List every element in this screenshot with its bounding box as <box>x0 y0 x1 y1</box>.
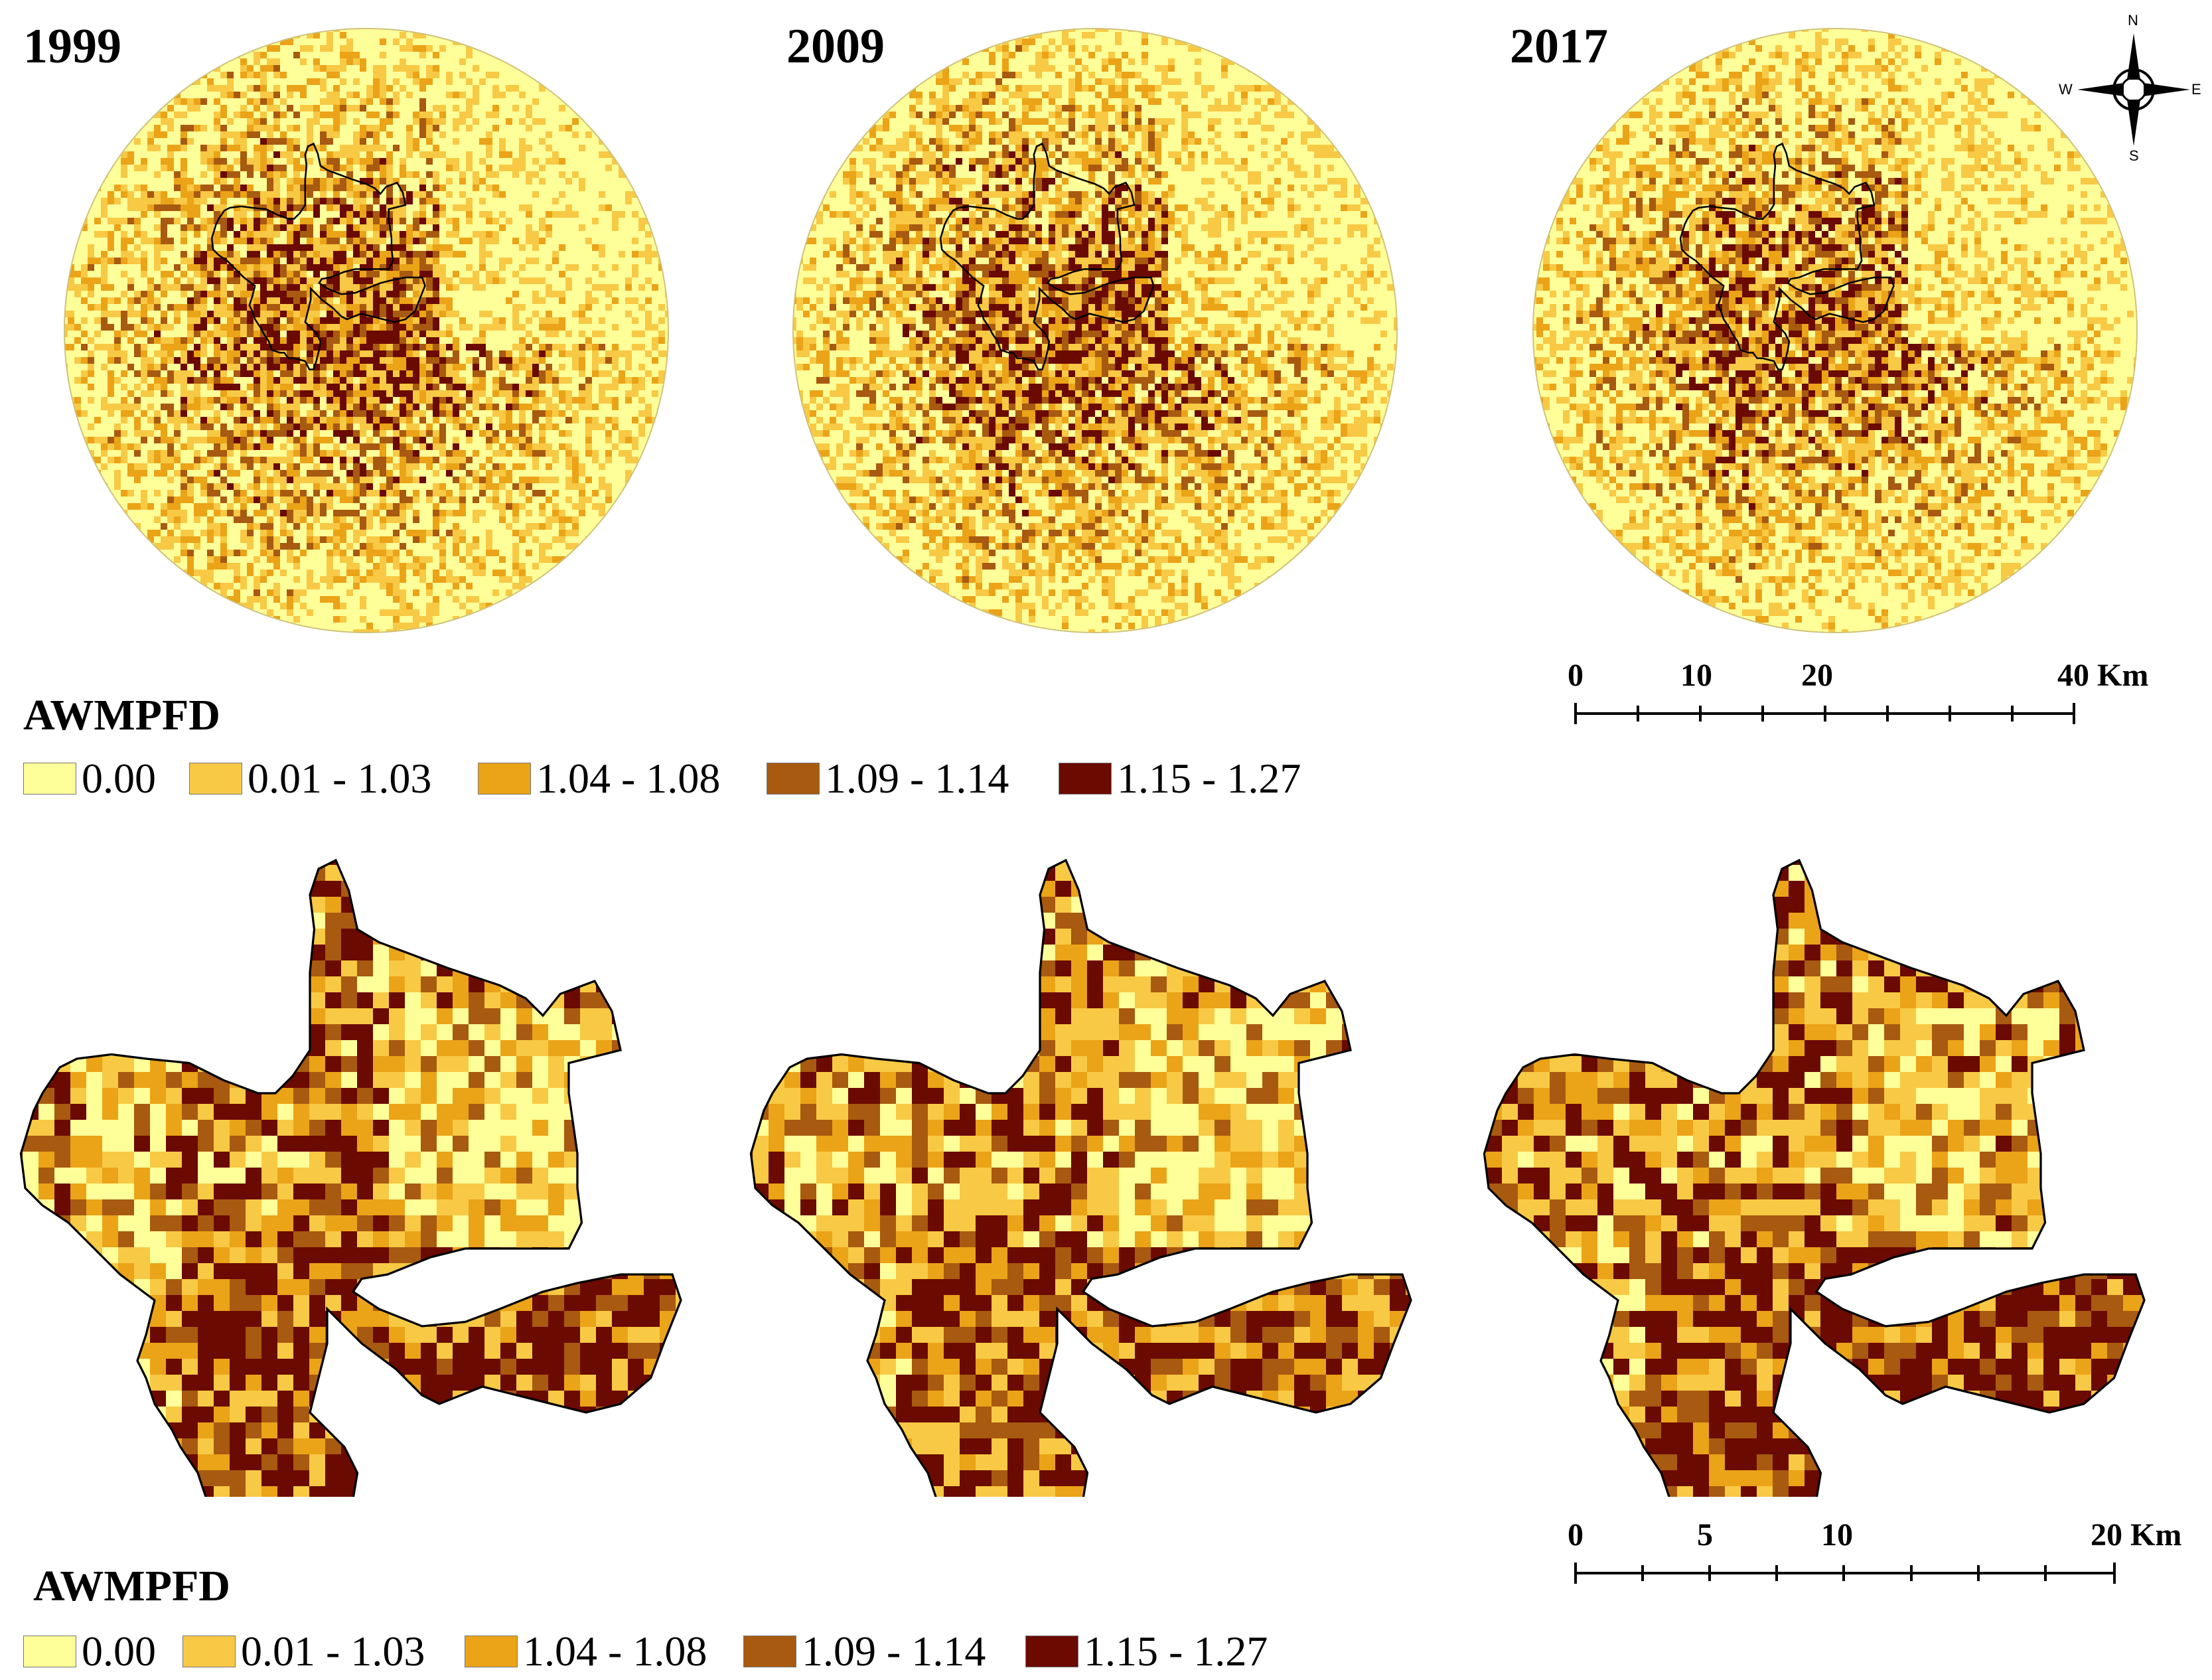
legend-bottom-item-2: 1.04 - 1.08 <box>465 1627 707 1676</box>
legend-top-title: AWMPFD <box>23 690 220 741</box>
legend-swatch <box>23 763 76 795</box>
legend-swatch <box>478 763 531 795</box>
legend-label: 0.01 - 1.03 <box>248 754 431 803</box>
scale-bottom-label-20: 20 Km <box>2091 1517 2181 1553</box>
legend-bottom-title: AWMPFD <box>33 1561 230 1612</box>
legend-swatch <box>183 1636 236 1667</box>
scale-top-label-20: 20 <box>1801 657 1833 694</box>
legend-top-item-0: 0.00 <box>23 754 156 803</box>
year-label-2009: 2009 <box>786 19 885 75</box>
legend-label: 1.15 - 1.27 <box>1117 754 1301 803</box>
compass-n-label: N <box>2128 12 2138 29</box>
legend-top: 0.00 0.01 - 1.03 1.04 - 1.08 1.09 - 1.14… <box>23 754 1351 803</box>
legend-bottom-item-4: 1.15 - 1.27 <box>1025 1627 1268 1676</box>
legend-top-item-3: 1.09 - 1.14 <box>767 754 1009 803</box>
compass-s-label: S <box>2129 147 2139 165</box>
legend-label: 0.00 <box>82 754 156 803</box>
legend-bottom-item-1: 0.01 - 1.03 <box>183 1627 425 1676</box>
legend-swatch <box>1059 763 1112 795</box>
year-label-1999: 1999 <box>23 19 121 75</box>
legend-label: 0.00 <box>82 1627 156 1676</box>
legend-label: 1.09 - 1.14 <box>802 1627 986 1676</box>
circular-map-1999 <box>64 28 669 633</box>
year-label-2017: 2017 <box>1510 19 1608 75</box>
legend-top-item-1: 0.01 - 1.03 <box>189 754 431 803</box>
compass-e-label: E <box>2191 81 2201 98</box>
circular-map-2009 <box>792 28 1398 633</box>
scale-top-label-0: 0 <box>1568 657 1584 694</box>
legend-swatch <box>1025 1636 1078 1667</box>
district-map-2009 <box>749 858 1412 1497</box>
scale-bottom-label-5: 5 <box>1697 1517 1713 1553</box>
legend-swatch <box>767 763 820 795</box>
legend-swatch <box>23 1636 76 1667</box>
district-map-1999 <box>19 858 682 1497</box>
scale-bar-bottom: 0 5 10 20 Km <box>1566 1517 2203 1596</box>
scale-bar-top: 0 10 20 40 Km <box>1566 657 2148 737</box>
legend-label: 0.01 - 1.03 <box>241 1627 425 1676</box>
legend-bottom-item-3: 1.09 - 1.14 <box>743 1627 986 1676</box>
legend-label: 1.09 - 1.14 <box>825 754 1009 803</box>
north-arrow-icon: N S E W <box>2044 7 2203 166</box>
legend-label: 1.04 - 1.08 <box>536 754 720 803</box>
scale-top-label-40: 40 Km <box>2057 657 2148 694</box>
legend-top-item-2: 1.04 - 1.08 <box>478 754 720 803</box>
scale-bottom-label-10: 10 <box>1821 1517 1853 1553</box>
legend-swatch <box>743 1636 796 1667</box>
scale-bottom-label-0: 0 <box>1568 1517 1584 1553</box>
legend-bottom-item-0: 0.00 <box>23 1627 156 1676</box>
district-map-2017 <box>1483 858 2146 1497</box>
legend-label: 1.04 - 1.08 <box>523 1627 707 1676</box>
legend-label: 1.15 - 1.27 <box>1084 1627 1268 1676</box>
legend-swatch <box>189 763 242 795</box>
legend-swatch <box>465 1636 518 1667</box>
circular-map-2017 <box>1532 28 2138 633</box>
legend-bottom: 0.00 0.01 - 1.03 1.04 - 1.08 1.09 - 1.14… <box>23 1627 1351 1676</box>
legend-top-item-4: 1.15 - 1.27 <box>1059 754 1301 803</box>
compass-w-label: W <box>2059 81 2073 98</box>
scale-top-label-10: 10 <box>1680 657 1712 694</box>
